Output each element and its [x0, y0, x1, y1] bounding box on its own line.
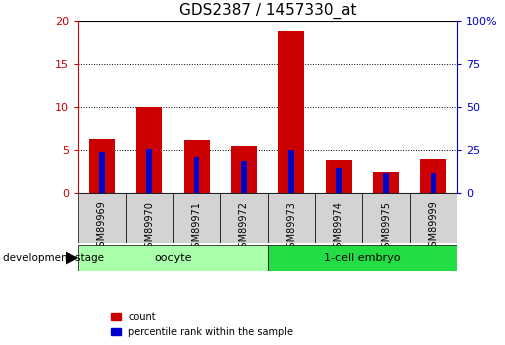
Bar: [241, 161, 247, 193]
Bar: [336, 168, 341, 193]
Bar: [173, 193, 220, 243]
Bar: [420, 159, 446, 193]
Bar: [78, 245, 268, 271]
Bar: [184, 140, 210, 193]
Polygon shape: [66, 252, 77, 264]
Bar: [268, 245, 457, 271]
Bar: [231, 146, 257, 193]
Text: GSM89971: GSM89971: [191, 201, 201, 254]
Bar: [194, 157, 199, 193]
Text: GSM89974: GSM89974: [334, 201, 344, 254]
Text: GSM89975: GSM89975: [381, 201, 391, 254]
Bar: [78, 193, 126, 243]
Bar: [146, 149, 152, 193]
Text: GSM89970: GSM89970: [144, 201, 155, 254]
Bar: [89, 139, 115, 193]
Bar: [268, 193, 315, 243]
Legend: count, percentile rank within the sample: count, percentile rank within the sample: [111, 312, 293, 337]
Bar: [362, 193, 410, 243]
Text: development stage: development stage: [3, 253, 104, 263]
Title: GDS2387 / 1457330_at: GDS2387 / 1457330_at: [179, 3, 357, 19]
Bar: [326, 159, 351, 193]
Bar: [136, 107, 162, 193]
Bar: [126, 193, 173, 243]
Bar: [278, 31, 305, 193]
Bar: [315, 193, 362, 243]
Bar: [431, 173, 436, 193]
Bar: [99, 152, 105, 193]
Text: 1-cell embryo: 1-cell embryo: [324, 253, 400, 263]
Text: GSM89969: GSM89969: [97, 201, 107, 254]
Text: GSM89972: GSM89972: [239, 201, 249, 254]
Bar: [383, 173, 389, 193]
Bar: [220, 193, 268, 243]
Text: oocyte: oocyte: [154, 253, 192, 263]
Bar: [373, 171, 399, 193]
Text: GSM89973: GSM89973: [286, 201, 296, 254]
Bar: [288, 150, 294, 193]
Bar: [410, 193, 457, 243]
Text: GSM89999: GSM89999: [428, 201, 438, 254]
